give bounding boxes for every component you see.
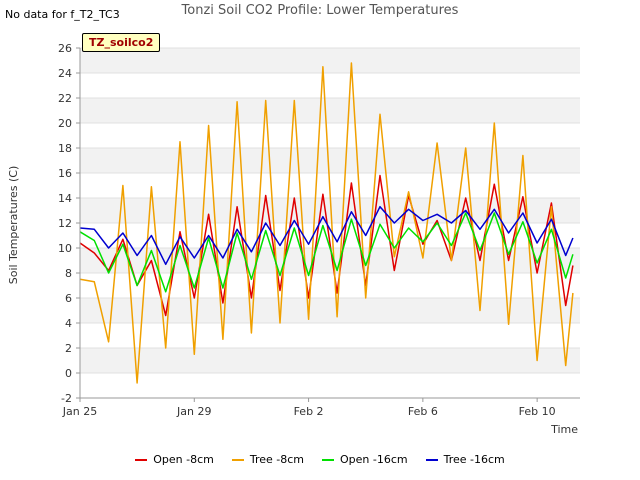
legend-label-tree-16cm: Tree -16cm [443,453,505,466]
legend-item-tree-8cm: Tree -8cm [231,453,304,466]
y-tick-label: 16 [58,167,72,180]
x-ticks: Jan 25 Jan 29 Feb 2 Feb 6 Feb 10 [62,398,556,418]
y-tick-label: 20 [58,117,72,130]
y-tick-label: 8 [65,267,72,280]
y-tick-label: 4 [65,317,72,330]
legend-item-tree-16cm: Tree -16cm [425,453,505,466]
series-line-open-8cm [79,174,574,317]
legend: Open -8cm Tree -8cm Open -16cm Tree -16c… [0,453,640,466]
legend-swatch-tree-8cm [231,458,244,461]
legend-item-open-8cm: Open -8cm [135,453,214,466]
y-tick-label: 2 [65,342,72,355]
chart-title: Tonzi Soil CO2 Profile: Lower Temperatur… [181,3,459,18]
x-tick-label: Feb 10 [519,405,556,418]
legend-label-open-16cm: Open -16cm [340,453,408,466]
legend-item-open-16cm: Open -16cm [322,453,408,466]
no-data-note: No data for f_T2_TC3 [5,8,120,21]
x-tick-label: Jan 25 [62,405,97,418]
y-tick-label: 6 [65,292,72,305]
grid-band [80,98,580,123]
legend-swatch-open-8cm [135,458,148,461]
x-tick-label: Jan 29 [176,405,211,418]
legend-label-tree-8cm: Tree -8cm [249,453,304,466]
y-tick-label: 26 [58,42,72,55]
grid-band [80,298,580,323]
y-tick-label: 0 [65,367,72,380]
site-badge: TZ_soilco2 [82,33,161,52]
y-tick-label: 18 [58,142,72,155]
series-line-open-16cm [79,212,574,293]
grid-band [80,148,580,173]
series-line-tree-16cm [79,205,574,266]
series-line-tree-8cm [79,62,574,384]
y-tick-label: 14 [58,192,72,205]
x-tick-label: Feb 6 [408,405,438,418]
series-layer [79,62,574,384]
x-tick-label: Feb 2 [294,405,324,418]
y-tick-label: -2 [61,392,72,405]
y-tick-label: 22 [58,92,72,105]
y-tick-label: 12 [58,217,72,230]
legend-swatch-tree-16cm [425,458,438,461]
y-axis-label: Soil Temperatures (C) [7,166,20,285]
legend-label-open-8cm: Open -8cm [153,453,214,466]
y-tick-label: 10 [58,242,72,255]
grid-band [80,348,580,373]
grid-band [80,48,580,73]
x-axis-label: Time [550,423,578,436]
legend-swatch-open-16cm [322,458,334,461]
y-tick-label: 24 [58,67,72,80]
